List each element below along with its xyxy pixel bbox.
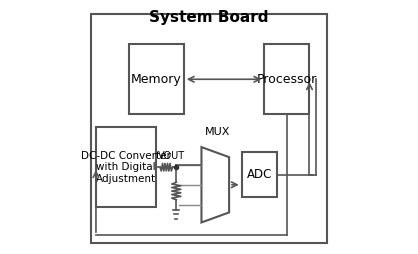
FancyBboxPatch shape xyxy=(242,152,277,197)
FancyBboxPatch shape xyxy=(91,14,327,243)
FancyBboxPatch shape xyxy=(96,127,156,208)
Text: DC-DC Converter
with Digital
Adjustment: DC-DC Converter with Digital Adjustment xyxy=(81,151,171,184)
Text: MUX: MUX xyxy=(205,127,230,137)
Text: ADC: ADC xyxy=(247,168,272,181)
Text: Memory: Memory xyxy=(131,73,181,86)
Polygon shape xyxy=(201,147,229,223)
Text: VOUT: VOUT xyxy=(158,151,185,161)
FancyBboxPatch shape xyxy=(264,44,309,115)
Text: Processor: Processor xyxy=(257,73,317,86)
FancyBboxPatch shape xyxy=(129,44,184,115)
Text: System Board: System Board xyxy=(149,10,269,25)
